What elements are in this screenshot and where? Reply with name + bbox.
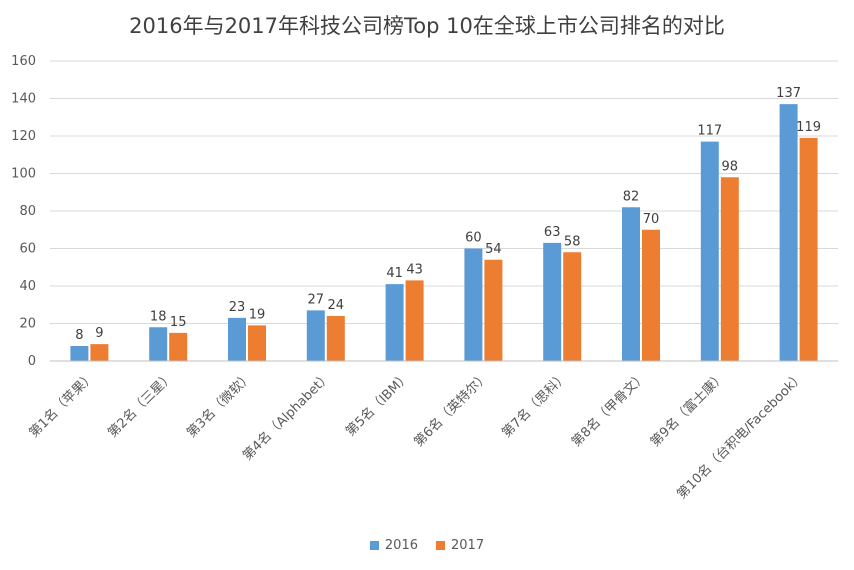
bar-2016: [70, 346, 89, 361]
data-label: 8: [75, 328, 83, 343]
data-label: 18: [150, 309, 167, 324]
data-label: 70: [643, 212, 660, 227]
chart-title: 2016年与2017年科技公司榜Top 10在全球上市公司排名的对比: [129, 14, 725, 38]
legend-swatch-2016: [369, 541, 379, 550]
data-label: 137: [776, 86, 801, 101]
data-label: 9: [95, 326, 103, 341]
y-tick-label: 140: [11, 92, 36, 107]
x-tick-label: 第3名（微软）: [184, 369, 256, 441]
y-tick-label: 100: [11, 167, 36, 182]
legend-item-2016: 2016: [369, 538, 418, 553]
bar-2016: [779, 104, 798, 361]
legend-swatch-2017: [436, 541, 445, 550]
data-label: 82: [623, 189, 640, 204]
x-tick-label: 第6名（英特尔）: [411, 369, 493, 451]
bar-2017: [484, 259, 503, 361]
bar-2016: [306, 310, 325, 361]
bar-2016: [228, 317, 246, 361]
x-tick-label: 第10名（台积电/Facebook）: [674, 369, 808, 503]
data-label: 98: [722, 159, 739, 174]
y-tick-label: 40: [19, 279, 36, 294]
x-tick-label: 第5名（IBM）: [343, 369, 414, 440]
data-label: 54: [485, 242, 502, 257]
y-tick-label: 60: [19, 242, 36, 257]
data-label: 27: [308, 292, 325, 307]
bar-2016: [700, 141, 719, 361]
x-tick-label: 第2名（三星）: [105, 369, 177, 441]
data-label: 58: [564, 234, 581, 249]
bar-2017: [563, 252, 582, 361]
data-label: 15: [170, 315, 187, 330]
bar-2016: [464, 248, 483, 361]
bar-2017: [799, 137, 818, 361]
bar-2016: [149, 327, 168, 361]
bar-2017: [169, 332, 188, 361]
data-label: 41: [386, 266, 403, 281]
y-tick-label: 120: [11, 129, 36, 144]
data-label: 23: [229, 300, 246, 315]
bar-2016: [385, 284, 404, 361]
bar-2017: [326, 316, 345, 361]
x-tick-label: 第1名（苹果）: [26, 369, 98, 441]
x-tick-label: 第7名（思科）: [499, 369, 571, 441]
data-label: 24: [328, 298, 345, 313]
bar-2017: [248, 325, 266, 361]
legend: 2016 2017: [0, 538, 854, 553]
data-label: 119: [796, 120, 821, 135]
legend-label-2017: 2017: [451, 538, 485, 553]
legend-label-2016: 2016: [384, 538, 418, 553]
data-label: 43: [406, 262, 423, 277]
data-label: 117: [697, 124, 722, 139]
bar-2017: [90, 344, 109, 361]
data-label: 63: [544, 225, 561, 240]
bar-2017: [720, 177, 739, 361]
data-label: 60: [465, 231, 482, 246]
data-label: 19: [249, 307, 266, 322]
y-tick-label: 0: [28, 354, 36, 369]
legend-item-2017: 2017: [436, 538, 484, 553]
x-tick-label: 第9名（富士康）: [647, 369, 729, 451]
y-tick-label: 160: [11, 54, 36, 69]
y-tick-label: 20: [19, 317, 36, 332]
bar-2017: [405, 280, 424, 361]
bar-2017: [642, 229, 660, 361]
x-tick-label: 第8名（甲骨文）: [568, 369, 650, 451]
x-tick-label: 第4名（Alphabet）: [239, 369, 334, 464]
y-tick-label: 80: [19, 204, 36, 219]
bar-2016: [543, 242, 562, 361]
bar-2016: [622, 207, 640, 361]
